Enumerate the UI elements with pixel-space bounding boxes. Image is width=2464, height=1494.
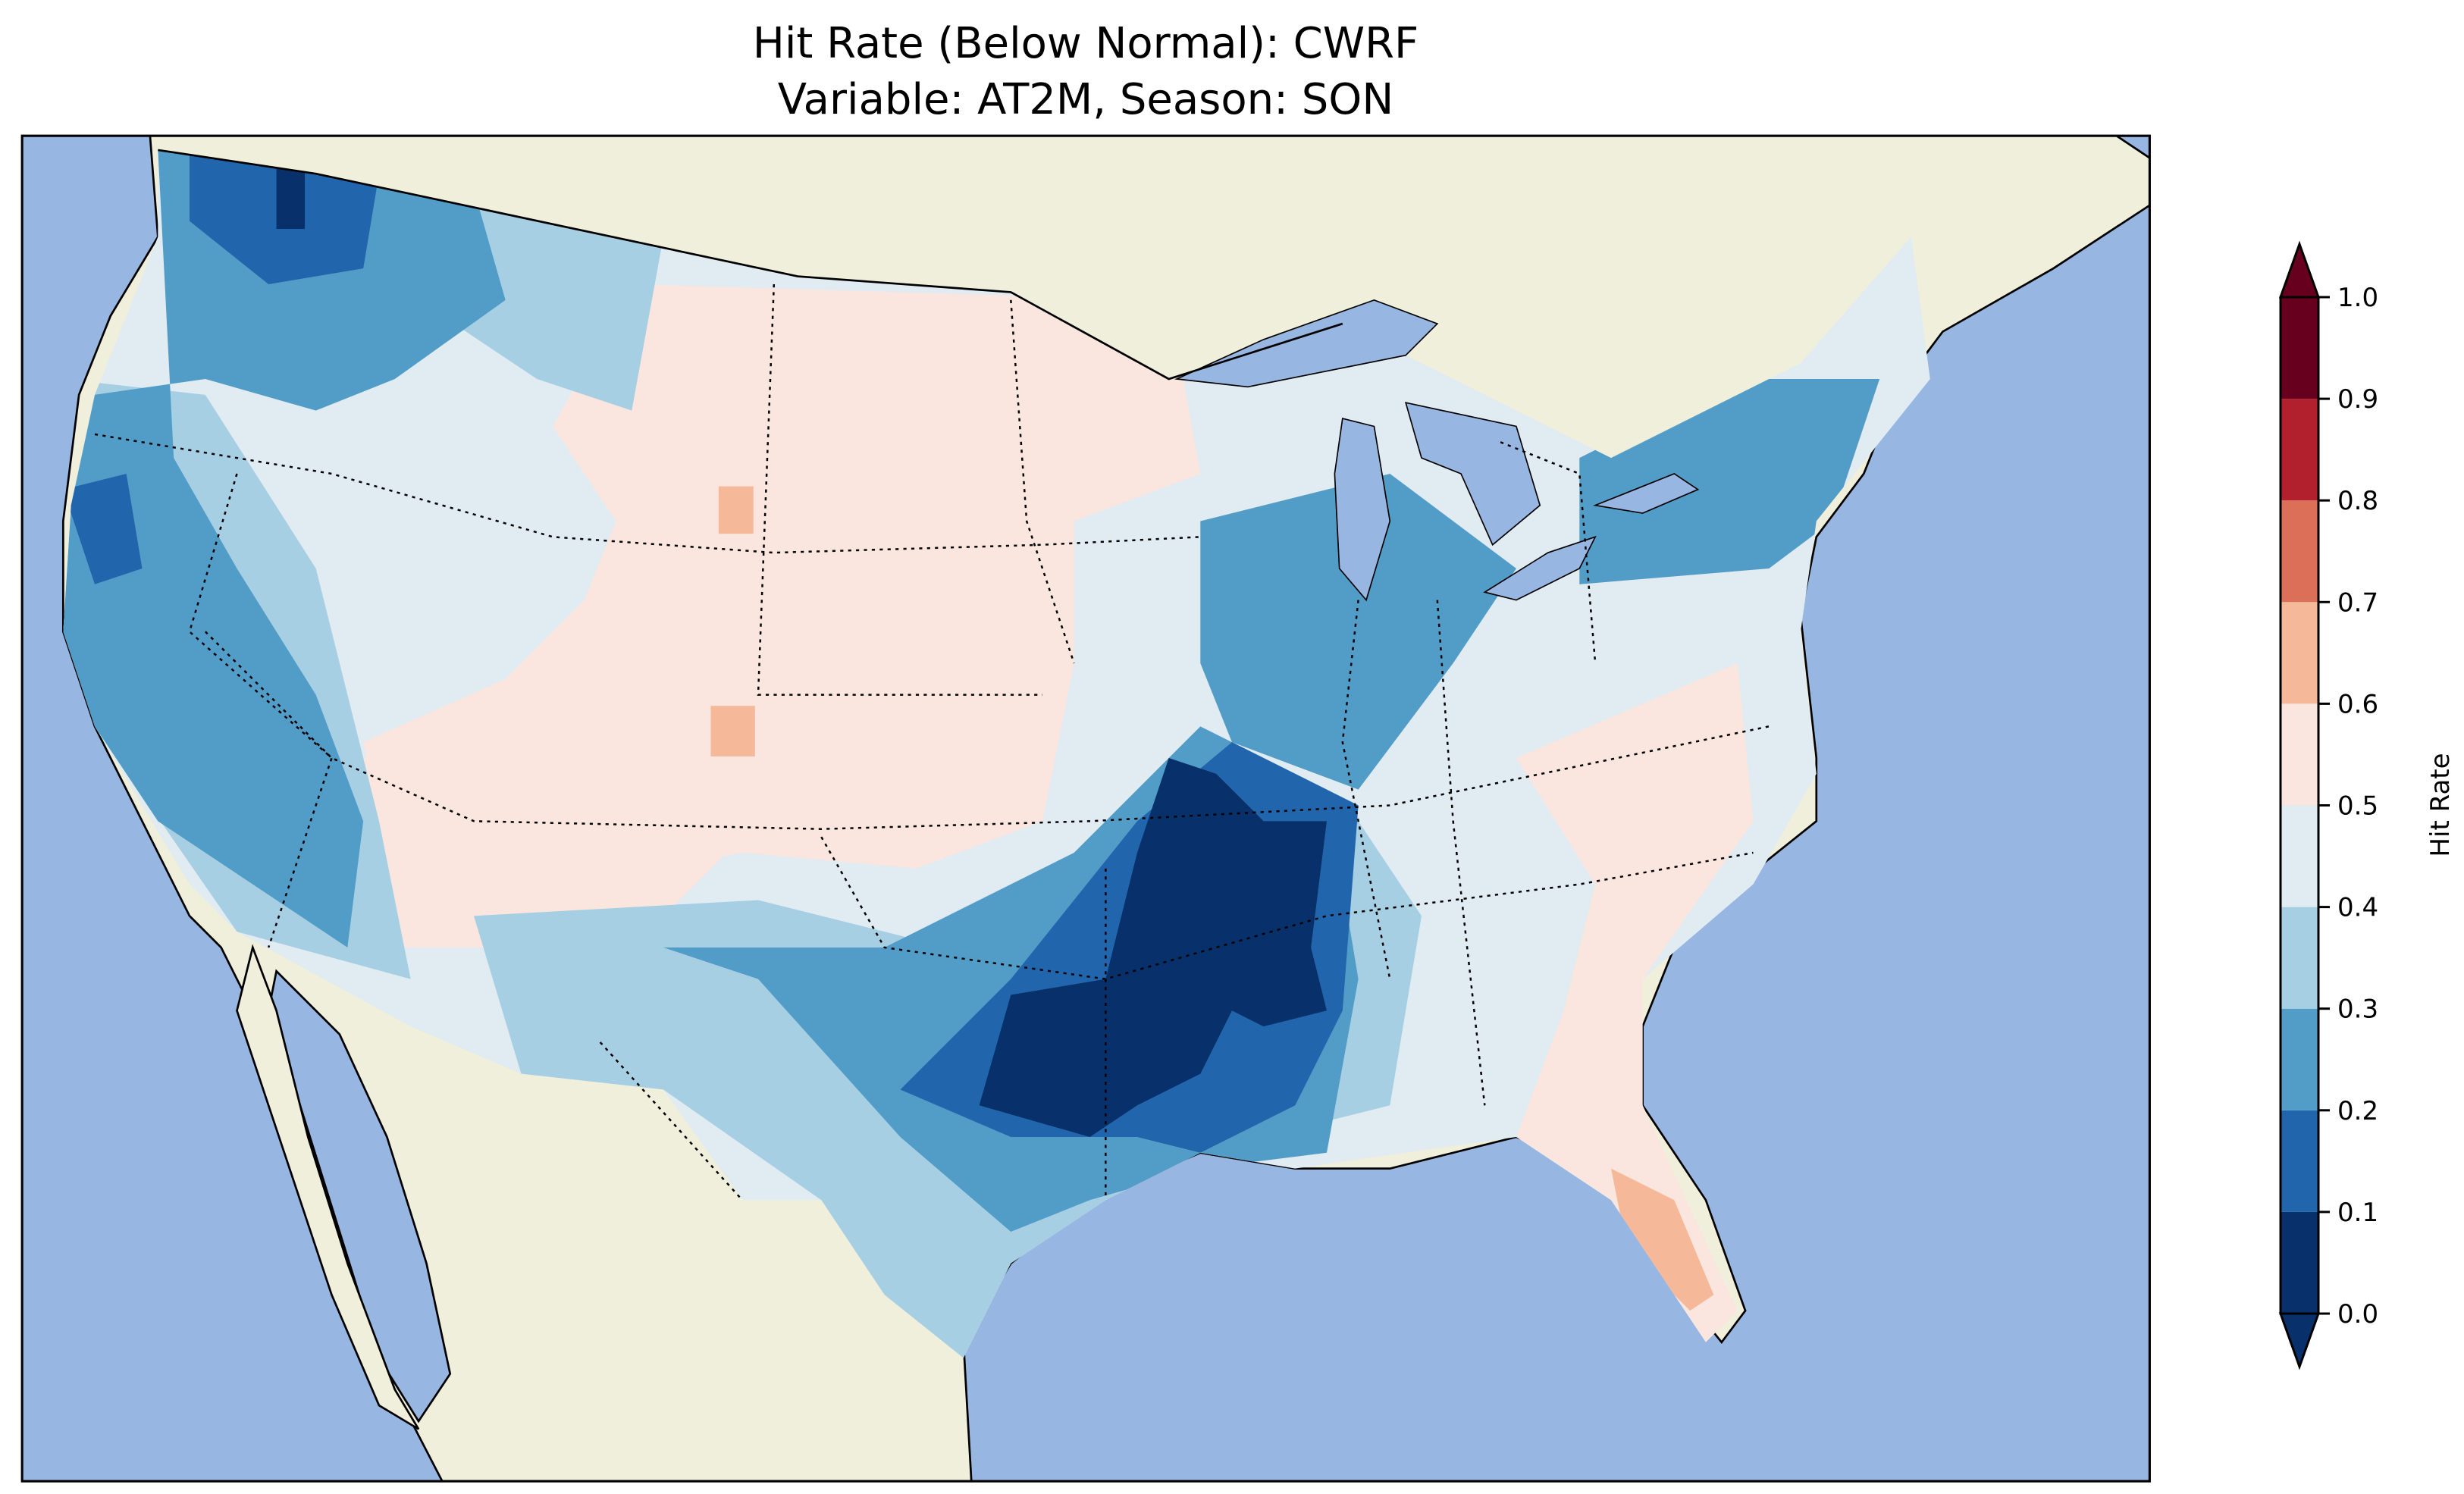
bin-0.5-0.6-southwest	[363, 757, 727, 947]
bin-0.6-0.7-colorado	[710, 706, 755, 756]
colorbar-segment	[2281, 1110, 2318, 1212]
bin-0.6-0.7-wyoming	[718, 486, 754, 534]
lake-superior	[1174, 299, 1439, 388]
bin-0.0-0.1-mississippi	[979, 757, 1327, 1137]
colorbar-tick-label: 0.2	[2337, 1096, 2378, 1126]
chart-subtitle: Variable: AT2M, Season: SON	[777, 75, 1394, 124]
hit-rate-field	[63, 149, 1930, 1358]
colorbar-tick-label: 0.6	[2337, 689, 2378, 719]
lake-erie	[1483, 535, 1597, 601]
lake-huron	[1404, 402, 1541, 547]
colorbar-segment	[2281, 602, 2318, 704]
colorbar-segment	[2281, 297, 2318, 399]
baja-peninsula	[236, 944, 420, 1430]
colorbar: 0.0 0.1 0.2 0.3 0.4 0.5 0.6 0.7 0.8 0.9 1.0	[2278, 240, 2378, 1370]
colorbar-tick-label: 0.9	[2337, 384, 2378, 415]
colorbar-tick-label: 0.7	[2337, 587, 2378, 618]
colorbar-tick-label: 0.0	[2337, 1299, 2378, 1330]
state-borders	[94, 283, 1770, 1201]
colorbar-segment	[2281, 1211, 2318, 1314]
lake-michigan	[1334, 418, 1391, 602]
bin-0.5-0.6-plains	[363, 283, 1201, 885]
bin-0.1-0.2-coast	[63, 473, 143, 584]
us-border	[158, 149, 1343, 381]
colorbar-tick-label: 0.4	[2337, 893, 2378, 923]
colorbar-tick-label: 1.0	[2337, 283, 2378, 313]
colorbar-extend-max	[2278, 240, 2321, 299]
colorbar-segment	[2281, 1008, 2318, 1110]
colorbar-label: Hit Rate	[2425, 753, 2456, 857]
chart-title: Hit Rate (Below Normal): CWRF	[752, 19, 1419, 68]
colorbar-segment	[2281, 907, 2318, 1009]
colorbar-segment	[2281, 399, 2318, 501]
great-lakes	[1174, 299, 1700, 602]
bin-0.2-0.3-pnw	[63, 149, 506, 947]
colorbar-segment	[2281, 500, 2318, 603]
colorbar-tick-label: 0.1	[2337, 1198, 2378, 1228]
bin-0.2-0.3-midwest	[1200, 473, 1516, 790]
map-frame	[20, 134, 2151, 1483]
bin-0.6-0.7-florida	[1610, 1168, 1714, 1311]
colorbar-segment	[2281, 703, 2318, 806]
colorbar-tick-label: 0.5	[2337, 791, 2378, 822]
bin-0.5-0.6-southeast	[1516, 662, 1754, 1342]
colorbar-tick-label: 0.8	[2337, 486, 2378, 516]
lake-ontario	[1593, 473, 1700, 514]
colorbar-tick-label: 0.3	[2337, 994, 2378, 1025]
colorbar-extend-min	[2278, 1312, 2321, 1370]
colorbar-segment	[2281, 805, 2318, 907]
